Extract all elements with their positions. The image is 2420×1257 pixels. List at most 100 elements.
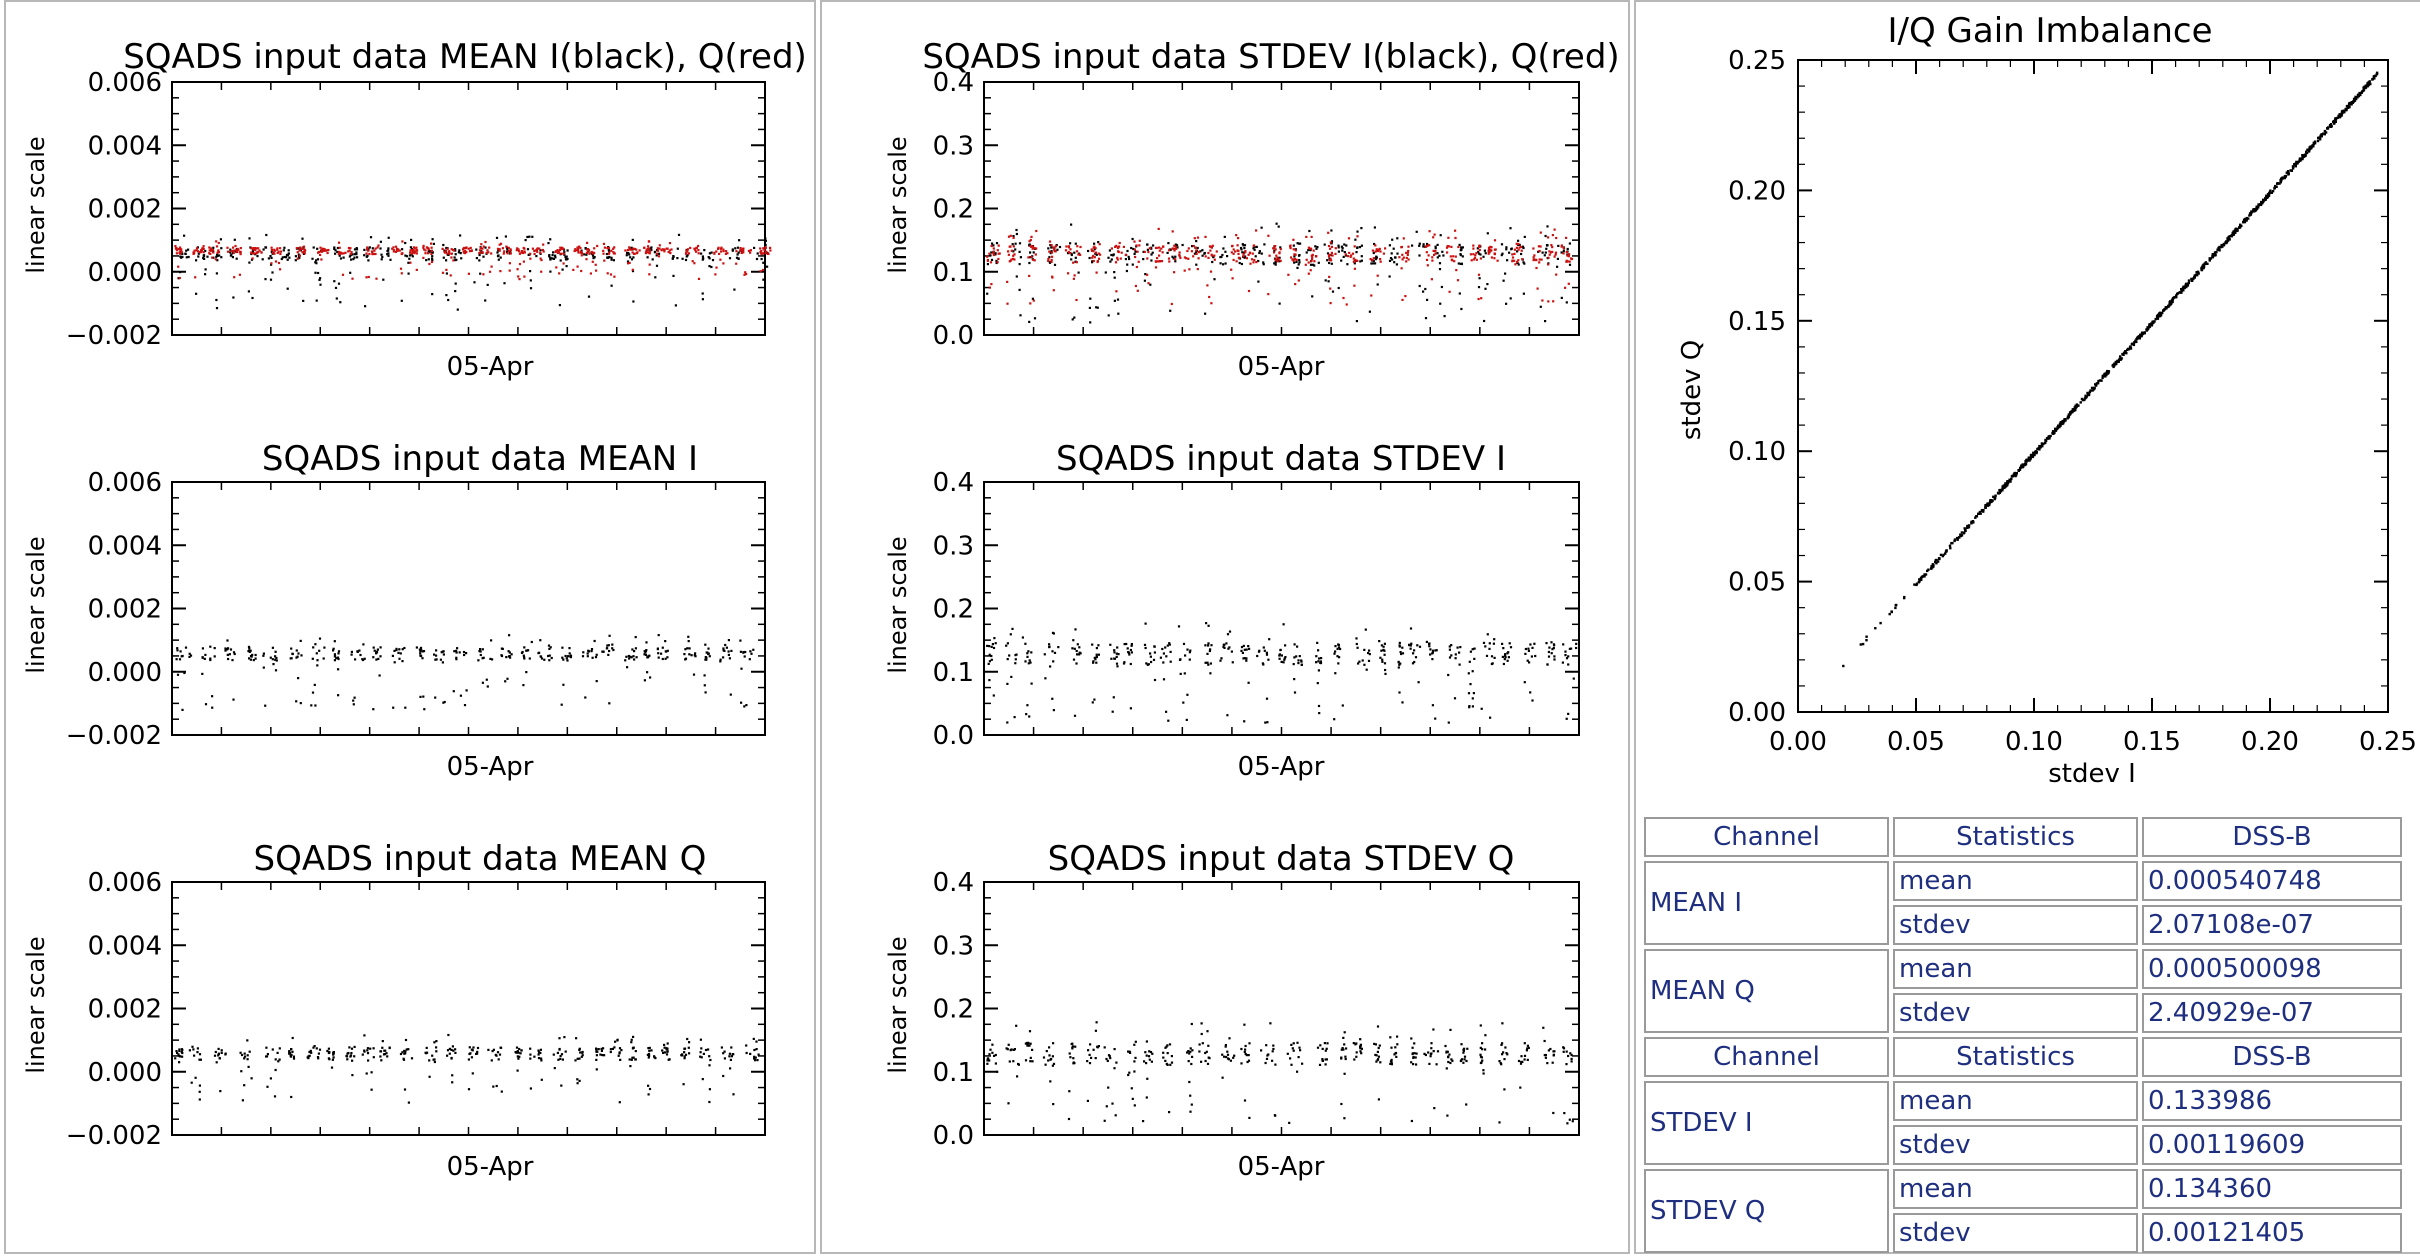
- data-point: [1384, 654, 1386, 656]
- data-point: [523, 646, 525, 648]
- data-point: [2100, 380, 2102, 382]
- data-point: [204, 658, 206, 660]
- data-point: [1301, 664, 1303, 666]
- data-point: [2091, 387, 2093, 389]
- data-point: [1007, 658, 1009, 660]
- data-point: [312, 646, 314, 648]
- data-point: [664, 248, 666, 250]
- data-point: [2269, 190, 2271, 192]
- data-point: [740, 668, 742, 670]
- data-point: [1044, 677, 1046, 679]
- data-point: [672, 258, 674, 260]
- data-point: [302, 300, 304, 302]
- data-point: [1894, 607, 1896, 609]
- data-point: [1427, 245, 1429, 247]
- data-point: [197, 1047, 199, 1049]
- data-point: [1132, 264, 1134, 266]
- data-point: [257, 251, 259, 253]
- data-point: [2064, 419, 2066, 421]
- data-point: [416, 250, 418, 252]
- data-point: [728, 654, 730, 656]
- data-point: [356, 247, 358, 249]
- data-point: [452, 259, 454, 261]
- data-point: [762, 269, 764, 271]
- data-point: [1116, 663, 1118, 665]
- data-point: [579, 247, 581, 249]
- data-point: [1328, 262, 1330, 264]
- data-point: [1164, 646, 1166, 648]
- data-point: [1148, 1055, 1150, 1057]
- data-point: [1551, 246, 1553, 248]
- data-point: [1078, 272, 1080, 274]
- data-point: [506, 678, 508, 680]
- data-point: [1089, 307, 1091, 309]
- data-point: [237, 249, 239, 251]
- data-point: [1290, 247, 1292, 249]
- data-point: [1092, 255, 1094, 257]
- data-point: [668, 1059, 670, 1061]
- data-point: [2017, 469, 2019, 471]
- data-point: [1521, 258, 1523, 260]
- data-point: [1503, 280, 1505, 282]
- data-point: [1375, 257, 1377, 259]
- data-point: [1345, 253, 1347, 255]
- data-point: [1368, 660, 1370, 662]
- data-point: [1361, 260, 1363, 262]
- data-point: [579, 1048, 581, 1050]
- data-point: [1047, 1059, 1049, 1061]
- data-point: [482, 256, 484, 258]
- data-point: [614, 1041, 616, 1043]
- data-point: [204, 654, 206, 656]
- data-point: [416, 269, 418, 271]
- data-point: [648, 1050, 650, 1052]
- chart-mean-q: SQADS input data MEAN Q linear scale 05-…: [10, 800, 810, 1200]
- data-point: [202, 647, 204, 649]
- data-point: [428, 248, 430, 250]
- data-point: [1170, 661, 1172, 663]
- data-point: [226, 247, 228, 249]
- data-point: [1524, 236, 1526, 238]
- data-point: [197, 255, 199, 257]
- data-point: [288, 249, 290, 251]
- data-point: [527, 248, 529, 250]
- data-point: [351, 1048, 353, 1050]
- data-point: [1137, 251, 1139, 253]
- data-point: [284, 256, 286, 258]
- data-point: [1028, 262, 1030, 264]
- data-point: [1432, 650, 1434, 652]
- data-point: [1366, 669, 1368, 671]
- data-point: [643, 247, 645, 249]
- data-point: [1265, 1044, 1267, 1046]
- data-point: [540, 271, 542, 273]
- data-point: [1207, 1063, 1209, 1065]
- data-point: [989, 1049, 991, 1051]
- data-point: [1227, 633, 1229, 635]
- data-point: [1136, 266, 1138, 268]
- data-point: [599, 1054, 601, 1056]
- y-tick-label: 0.0: [933, 1121, 974, 1151]
- data-point: [1249, 252, 1251, 254]
- data-point: [1468, 692, 1470, 694]
- data-point: [1256, 655, 1258, 657]
- data-point: [1918, 581, 1920, 583]
- data-point: [996, 242, 998, 244]
- data-point: [1146, 274, 1148, 276]
- data-point: [1987, 505, 1989, 507]
- data-point: [1519, 1087, 1521, 1089]
- data-point: [1278, 252, 1280, 254]
- data-point: [1087, 250, 1089, 252]
- data-point: [333, 280, 335, 282]
- data-point: [446, 252, 448, 254]
- data-point: [1189, 1095, 1191, 1097]
- data-point: [1564, 287, 1566, 289]
- data-point: [1147, 251, 1149, 253]
- data-point: [1184, 672, 1186, 674]
- data-point: [1132, 1098, 1134, 1100]
- data-point: [1248, 290, 1250, 292]
- data-point: [709, 257, 711, 259]
- data-point: [1356, 320, 1358, 322]
- data-point: [989, 287, 991, 289]
- data-point: [1049, 1059, 1051, 1061]
- data-point: [497, 255, 499, 257]
- data-point: [1479, 277, 1481, 279]
